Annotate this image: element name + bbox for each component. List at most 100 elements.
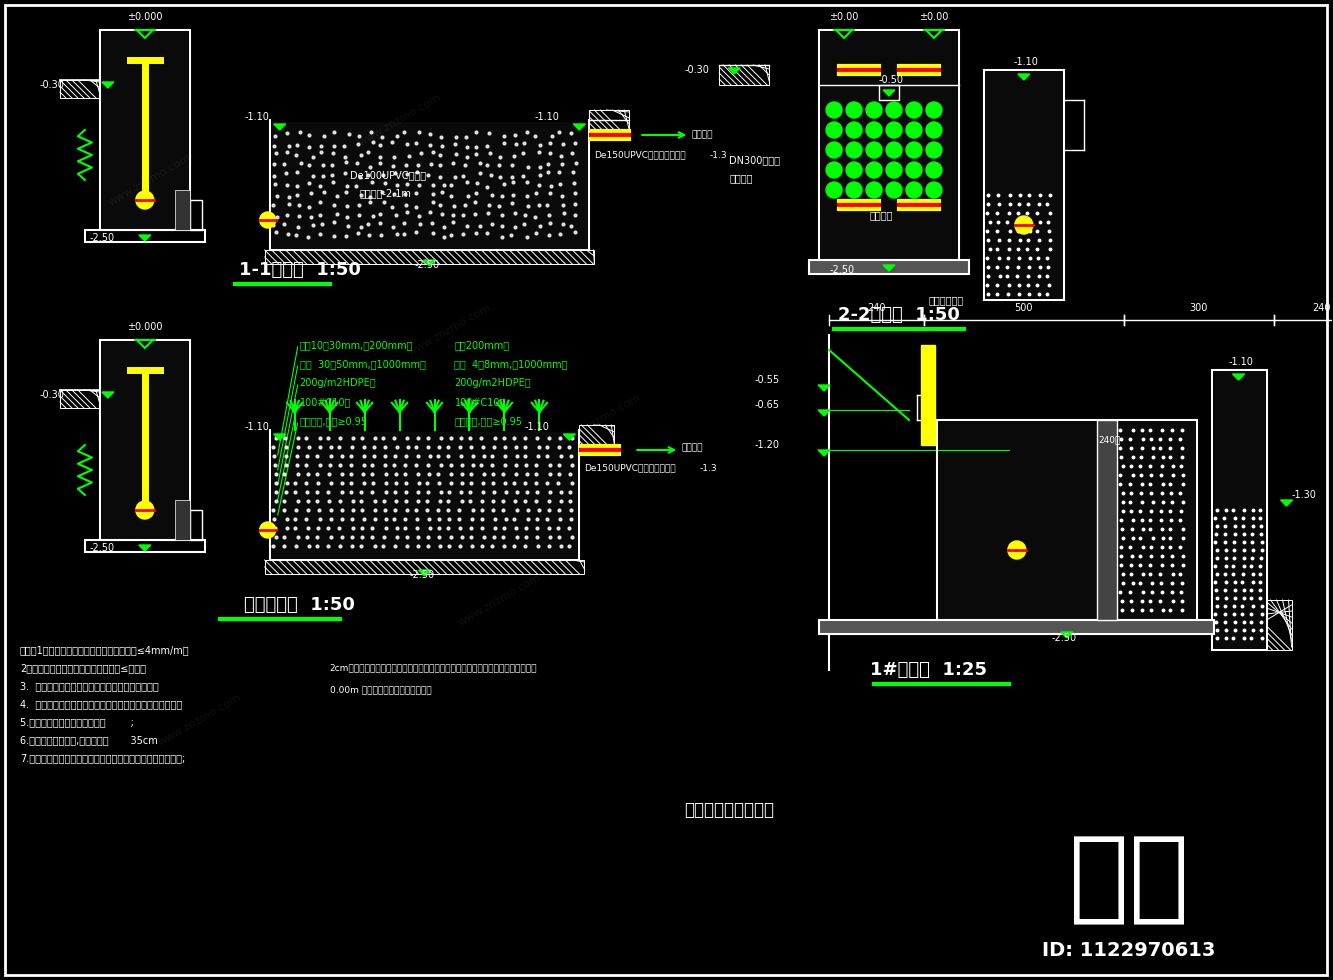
Bar [937, 420, 1197, 620]
Bar [265, 560, 584, 574]
Circle shape [866, 142, 882, 158]
Text: 2-2剖面图  1:50: 2-2剖面图 1:50 [838, 306, 960, 324]
Text: 中心标高-2.1m: 中心标高-2.1m [360, 188, 412, 198]
Circle shape [260, 522, 276, 538]
Circle shape [846, 142, 862, 158]
Text: -0.65: -0.65 [754, 400, 780, 410]
Circle shape [926, 162, 942, 178]
Text: 素土夯实,密度≥0.95: 素土夯实,密度≥0.95 [455, 416, 523, 426]
Text: -2.50: -2.50 [415, 260, 440, 270]
Circle shape [846, 122, 862, 138]
Polygon shape [1061, 632, 1073, 638]
Bar [100, 30, 189, 230]
Bar [101, 342, 188, 538]
Text: 知末: 知末 [1069, 831, 1189, 928]
Text: 1-1剖面图  1:50: 1-1剖面图 1:50 [239, 261, 361, 279]
Polygon shape [273, 434, 285, 440]
Text: ±0.000: ±0.000 [127, 322, 163, 332]
Text: 0.00m 对应标高以见基准标高为准。: 0.00m 对应标高以见基准标高为准。 [329, 685, 432, 695]
Text: www.znzmo.com: www.znzmo.com [356, 92, 443, 148]
Bar [189, 200, 201, 230]
Bar [720, 65, 769, 85]
Text: 200g/m2HDPE膜: 200g/m2HDPE膜 [300, 378, 376, 388]
Text: -2.50: -2.50 [1052, 633, 1077, 643]
Polygon shape [139, 545, 151, 551]
Text: 4.  图中所注尺寸单位标高以米计，其余标注尺寸以毫米计。: 4. 图中所注尺寸单位标高以米计，其余标注尺寸以毫米计。 [20, 699, 183, 709]
Circle shape [886, 122, 902, 138]
Text: 粒径  30～50mm,厚1000mm层: 粒径 30～50mm,厚1000mm层 [300, 359, 425, 369]
Circle shape [826, 122, 842, 138]
Circle shape [906, 122, 922, 138]
Text: -2.50: -2.50 [89, 543, 115, 553]
Bar [60, 80, 100, 98]
Bar [175, 500, 189, 540]
Bar [589, 110, 629, 135]
Bar [85, 230, 205, 242]
Circle shape [906, 142, 922, 158]
Polygon shape [573, 124, 585, 130]
Circle shape [260, 212, 276, 228]
Polygon shape [818, 410, 830, 416]
Polygon shape [564, 434, 576, 440]
Polygon shape [882, 90, 894, 96]
Circle shape [136, 191, 153, 209]
Text: De150UPVC管，管中心标高: De150UPVC管，管中心标高 [584, 464, 676, 472]
Text: 粒径10～30mm,厚200mm层: 粒径10～30mm,厚200mm层 [300, 340, 413, 350]
Text: 5.人工湿地填料种植填物处护管        ;: 5.人工湿地填料种植填物处护管 ; [20, 717, 133, 727]
Text: www.znzmo.com: www.znzmo.com [157, 692, 243, 748]
Text: 说明：1、管道和钢管要求水平铺管，平整度≤4mm/m；: 说明：1、管道和钢管要求水平铺管，平整度≤4mm/m； [20, 645, 189, 655]
Polygon shape [419, 570, 431, 576]
Text: 500: 500 [1014, 303, 1033, 313]
Text: 240: 240 [868, 303, 885, 313]
Text: 100#C10砼: 100#C10砼 [300, 397, 351, 407]
Text: 2、混凝土钢管要求水平铺管，平整度≤混凝土: 2、混凝土钢管要求水平铺管，平整度≤混凝土 [20, 663, 147, 673]
Text: De100UPVC进水管: De100UPVC进水管 [349, 170, 425, 180]
Circle shape [906, 182, 922, 198]
Text: -1.3: -1.3 [700, 464, 717, 472]
Text: 7.为保证填料级配，种植完平湿地要保证填料植生长所需水分;: 7.为保证填料级配，种植完平湿地要保证填料植生长所需水分; [20, 753, 185, 763]
Circle shape [926, 182, 942, 198]
Bar [272, 432, 577, 558]
Bar [1212, 370, 1266, 650]
Text: 2cm直管道正下方，需要管室表面积，管道开孔用圆置时维护时维护时保护衬底层；: 2cm直管道正下方，需要管室表面积，管道开孔用圆置时维护时维护时保护衬底层； [329, 663, 537, 672]
Text: www.znzmo.com: www.znzmo.com [107, 152, 193, 208]
Bar [821, 32, 957, 258]
Text: -1.3: -1.3 [709, 151, 726, 160]
Circle shape [1008, 541, 1026, 559]
Bar [818, 620, 1213, 634]
Text: De150UPVC管，管中心标高: De150UPVC管，管中心标高 [595, 151, 686, 160]
Circle shape [846, 102, 862, 118]
Text: www.znzmo.com: www.znzmo.com [556, 392, 643, 448]
Bar [878, 85, 898, 100]
Text: 3.  图中所注标高尺寸单位标高计，以地面标高为土: 3. 图中所注标高尺寸单位标高计，以地面标高为土 [20, 681, 159, 691]
Text: -1.10: -1.10 [245, 422, 269, 432]
Bar [189, 510, 201, 540]
Text: -1.10: -1.10 [535, 112, 560, 122]
Circle shape [886, 182, 902, 198]
Circle shape [1014, 216, 1033, 234]
Bar [1097, 420, 1117, 620]
Bar [921, 345, 934, 445]
Text: -1.30: -1.30 [1292, 490, 1317, 500]
Bar [175, 190, 189, 230]
Text: 240墙: 240墙 [1098, 435, 1121, 445]
Text: 出水外管: 出水外管 [692, 130, 713, 139]
Bar [60, 390, 100, 408]
Text: -1.10: -1.10 [1014, 57, 1038, 67]
Text: www.znzmo.com: www.znzmo.com [407, 302, 492, 358]
Polygon shape [273, 124, 285, 130]
Polygon shape [101, 392, 113, 398]
Circle shape [926, 142, 942, 158]
Circle shape [866, 182, 882, 198]
Polygon shape [1233, 374, 1245, 380]
Text: 240: 240 [1312, 303, 1330, 313]
Circle shape [926, 102, 942, 118]
Text: -1.10: -1.10 [245, 112, 269, 122]
Text: -0.55: -0.55 [754, 375, 780, 385]
Bar [809, 260, 969, 274]
Bar [1213, 372, 1265, 648]
Polygon shape [818, 450, 830, 456]
Bar [85, 540, 205, 552]
Bar [580, 425, 615, 447]
Circle shape [926, 122, 942, 138]
